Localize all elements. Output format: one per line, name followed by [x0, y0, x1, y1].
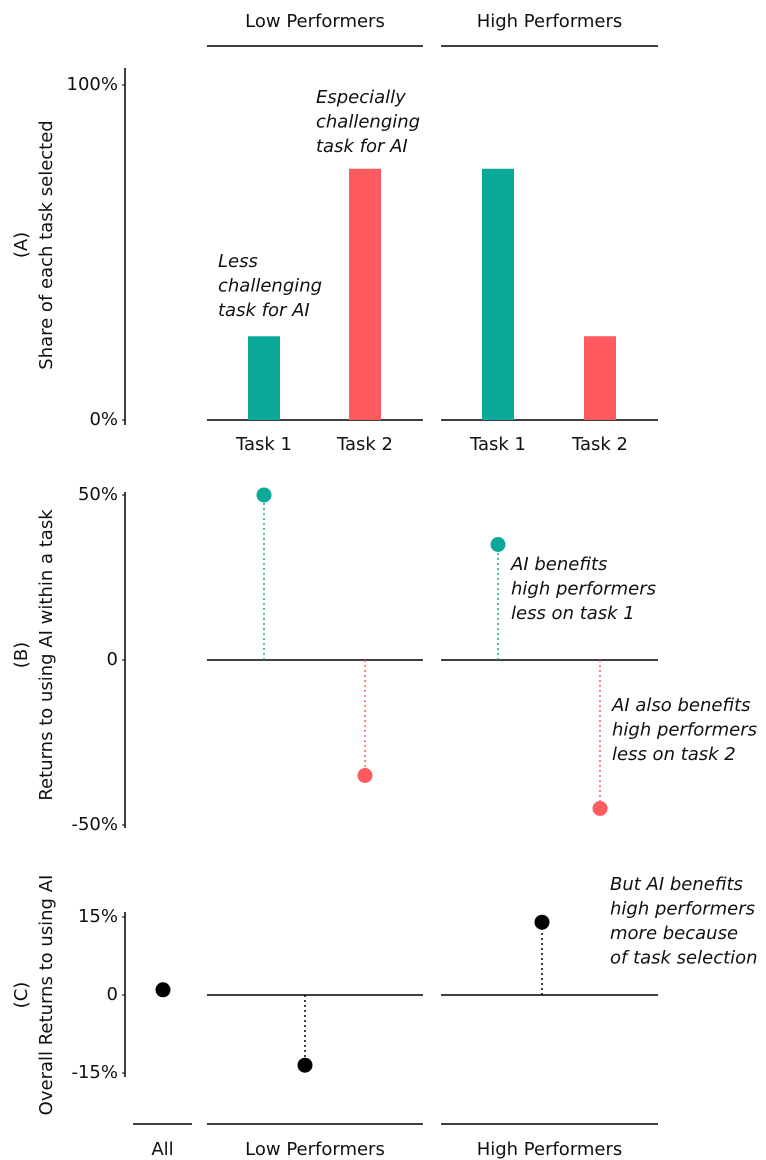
annotation: task for AI [316, 136, 408, 157]
annotation: less on task 1 [511, 603, 635, 624]
point [297, 1057, 313, 1073]
x-tick-label: Task 1 [235, 434, 292, 455]
point [534, 914, 550, 930]
annotation: high performers [511, 579, 656, 600]
group-label: Low Performers [245, 1139, 385, 1160]
annotation: of task selection [610, 948, 758, 969]
x-tick-label: Task 1 [469, 434, 526, 455]
annotation: task for AI [218, 300, 310, 321]
bar [584, 336, 616, 420]
point [256, 487, 272, 503]
bar [349, 168, 381, 420]
y-axis-label: (C) [11, 982, 32, 1009]
y-tick-label: -50% [71, 814, 118, 835]
bar [248, 336, 280, 420]
annotation: Less [218, 251, 258, 272]
group-label: High Performers [477, 11, 623, 32]
bar [482, 168, 514, 420]
y-axis-label: Returns to using AI within a task [36, 509, 57, 801]
y-axis-label: Overall Returns to using AI [36, 875, 57, 1116]
annotation: But AI benefits [610, 874, 743, 895]
annotation: Especially [316, 87, 406, 108]
y-tick-label: 100% [67, 74, 118, 95]
y-tick-label: 0% [89, 409, 118, 430]
point [490, 537, 506, 552]
y-axis-label: (A) [11, 232, 32, 258]
y-tick-label: 15% [78, 906, 118, 927]
y-axis-label: (B) [11, 642, 32, 668]
y-tick-label: 0 [107, 984, 118, 1005]
y-tick-label: -15% [71, 1062, 118, 1083]
point [155, 982, 171, 998]
annotation: less on task 2 [612, 744, 736, 765]
group-label: High Performers [477, 1139, 623, 1160]
annotation: AI also benefits [611, 695, 751, 716]
annotation: challenging [316, 112, 420, 133]
group-label: Low Performers [245, 11, 385, 32]
y-tick-label: 50% [78, 484, 118, 505]
annotation: more because [610, 923, 738, 944]
annotation: AI benefits [510, 554, 607, 575]
y-tick-label: 0 [107, 649, 118, 670]
point [592, 801, 608, 816]
point [357, 768, 373, 783]
annotation: challenging [218, 276, 322, 297]
annotation: high performers [612, 720, 757, 741]
x-tick-label: Task 2 [336, 434, 393, 455]
y-axis-label: Share of each task selected [36, 120, 57, 369]
group-label: All [151, 1139, 173, 1160]
annotation: high performers [610, 899, 755, 920]
x-tick-label: Task 2 [571, 434, 628, 455]
